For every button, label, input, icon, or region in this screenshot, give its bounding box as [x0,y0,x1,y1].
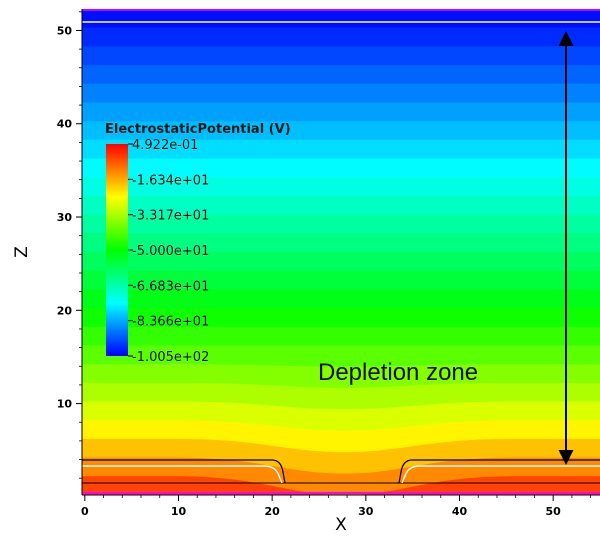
colorbar-label: 4.922e-01 [132,138,198,153]
depletion-arrow-head-down [558,450,574,465]
axes: 0 10 20 30 40 50 10 20 30 40 50 X Z [12,9,600,535]
implant-left-black [82,459,286,484]
y-tick-label: 30 [57,211,73,224]
implant-right-white [401,465,600,484]
y-tick-label: 50 [57,24,73,37]
x-tick-label: 20 [264,505,280,518]
x-tick-label: 40 [452,505,468,518]
colorbar-label: -1.005e+02 [132,350,209,365]
x-ticks: 0 10 20 30 40 50 [81,495,592,518]
y-ticks: 10 20 30 40 50 [57,11,82,479]
colorbar-label: -5.000e+01 [132,244,209,259]
x-tick-label: 10 [171,505,187,518]
y-axis-label: Z [12,246,32,258]
y-tick-label: 20 [57,304,73,317]
x-tick-label: 30 [358,505,374,518]
colorbar-label: -1.634e+01 [132,173,209,188]
potential-field [82,9,600,495]
colorbar-legend: ElectrostaticPotential (V) 4.922e-01 -1.6… [105,122,291,365]
depletion-arrow-head-up [558,31,574,46]
potential-band [82,476,600,495]
device-structure [82,9,600,494]
colorbar-label: -8.366e+01 [132,315,209,330]
implant-left-white [82,465,283,484]
y-tick-label: 40 [57,118,73,131]
y-tick-label: 10 [57,398,73,411]
colorbar-label: -6.683e+01 [132,279,209,294]
depletion-annotation: Depletion zone [318,31,574,465]
colorbar-labels: 4.922e-01 -1.634e+01 -3.317e+01 -5.000e+01 -… [128,138,210,365]
colorbar-title: ElectrostaticPotential (V) [105,122,291,137]
colorbar-label: -3.317e+01 [132,209,209,224]
implant-right-black [398,459,600,484]
x-axis-label: X [335,515,347,535]
depletion-zone-label: Depletion zone [318,359,478,386]
colorbar [106,144,128,356]
x-tick-label: 0 [81,505,89,518]
x-tick-label: 50 [546,505,562,518]
